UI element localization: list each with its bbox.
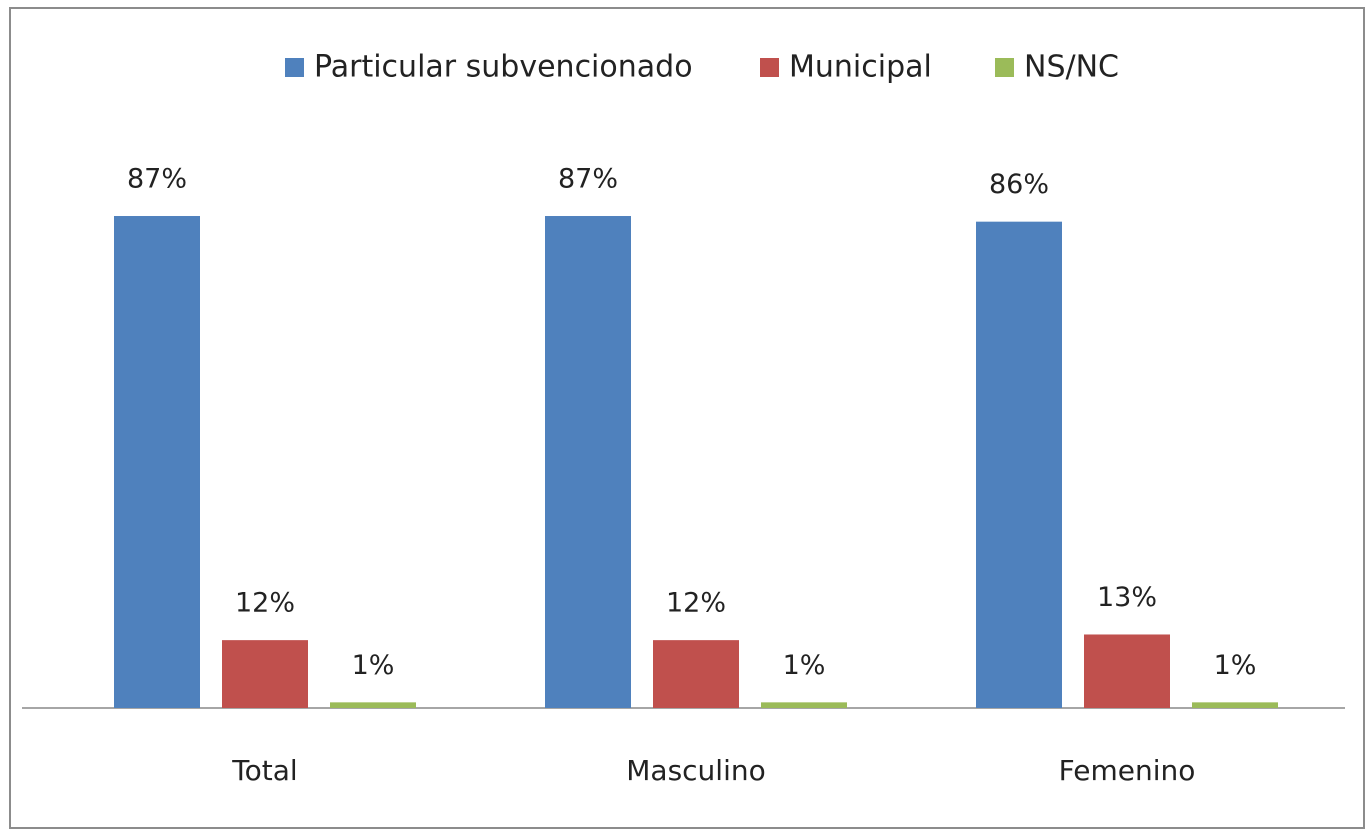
bar: [1192, 702, 1278, 708]
data-label: 13%: [1097, 582, 1157, 613]
bar: [976, 221, 1062, 709]
data-label: 86%: [989, 169, 1049, 200]
data-label: 87%: [558, 164, 618, 195]
data-label: 1%: [352, 650, 395, 681]
bar: [1084, 634, 1170, 708]
data-label: 1%: [1214, 650, 1257, 681]
bar: [114, 216, 200, 708]
data-label: 12%: [235, 588, 295, 619]
x-tick-label: Masculino: [626, 754, 765, 787]
legend-swatch: [285, 58, 304, 77]
data-label: 12%: [666, 588, 726, 619]
legend-swatch: [760, 58, 779, 77]
bar: [330, 702, 416, 708]
bar: [545, 216, 631, 708]
x-tick-label: Total: [231, 754, 297, 787]
legend-label: Particular subvencionado: [314, 50, 693, 85]
legend-label: Municipal: [789, 50, 932, 85]
x-tick-label: Femenino: [1059, 754, 1196, 787]
legend-swatch: [995, 58, 1014, 77]
legend-label: NS/NC: [1024, 50, 1119, 85]
data-label: 1%: [783, 650, 826, 681]
bar: [653, 640, 739, 708]
data-label: 87%: [127, 164, 187, 195]
bar: [761, 702, 847, 708]
bar: [222, 640, 308, 708]
